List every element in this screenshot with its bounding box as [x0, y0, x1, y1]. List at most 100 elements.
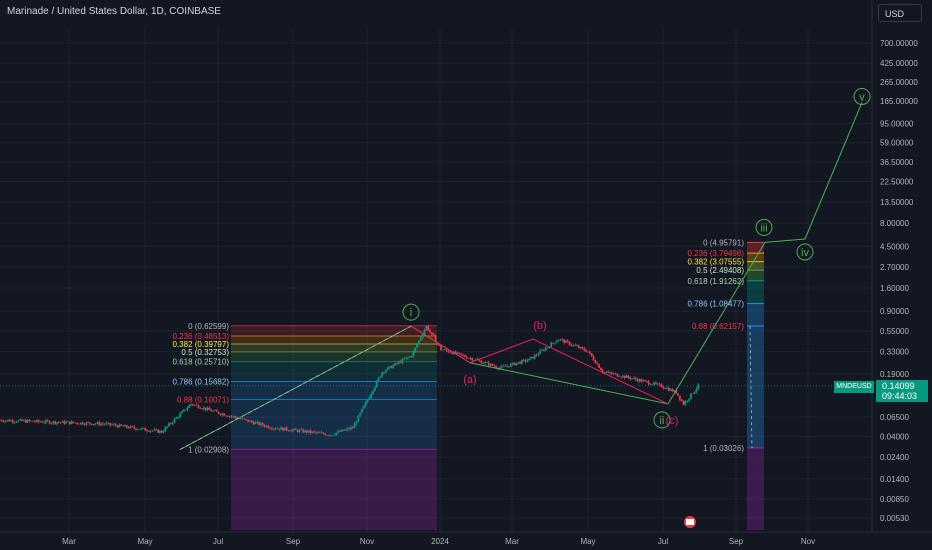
price-tick-label: 95.00000	[880, 119, 914, 128]
candle-body	[326, 435, 328, 436]
fib-label: 0.236 (3.79498)	[688, 249, 745, 258]
currency-button[interactable]: USD	[878, 4, 922, 22]
fib-label: 1 (0.02908)	[188, 445, 229, 454]
time-tick-label: Jul	[213, 537, 223, 546]
candle-body	[324, 433, 327, 436]
candle-body	[236, 417, 238, 419]
candle-body	[192, 404, 194, 406]
candle-body	[28, 419, 31, 421]
candle-body	[272, 428, 275, 430]
candle-body	[587, 351, 589, 353]
fib-label: 0.5 (2.49408)	[696, 266, 744, 275]
candle-body	[506, 365, 509, 367]
candle-body	[256, 422, 259, 423]
candle-body	[155, 429, 158, 431]
candle-body	[105, 423, 108, 425]
candle-body	[285, 427, 288, 431]
wave-label-circle	[653, 411, 671, 429]
wave-line-projection	[667, 102, 863, 405]
candle-body	[138, 429, 141, 430]
candle-body	[482, 363, 485, 364]
price-tick-label: 0.90000	[880, 307, 909, 316]
candle-body	[647, 381, 650, 385]
candle-body	[605, 372, 608, 373]
time-axis[interactable]: Mar May Jul Sep Nov 2024 Mar May Jul Sep Nov	[0, 531, 932, 546]
candle-body	[675, 390, 678, 394]
candle-body	[124, 425, 126, 427]
candle-body	[364, 402, 367, 406]
wave-line-correction	[410, 325, 669, 405]
time-tick-label: Sep	[286, 537, 301, 546]
candle-body	[649, 384, 652, 385]
candle-body	[2, 421, 5, 422]
trend-dashed-line	[179, 325, 412, 450]
candle-body	[265, 425, 268, 427]
candle-body	[414, 347, 417, 352]
candle-body	[289, 430, 292, 432]
candle-body	[127, 427, 130, 429]
candle-body	[636, 379, 639, 382]
candle-body	[669, 389, 672, 391]
candle-body	[70, 421, 73, 424]
candle-body	[554, 342, 556, 344]
candle-body	[92, 424, 95, 425]
candle-body	[206, 407, 209, 410]
candle-body	[478, 360, 481, 361]
candle-body	[261, 423, 264, 426]
candle-body	[316, 432, 319, 433]
price-tick-label: 0.01400	[880, 475, 909, 484]
candle-body	[250, 420, 253, 422]
candle-body	[405, 357, 407, 359]
candle-body	[528, 358, 531, 361]
time-tick-label: Mar	[505, 537, 519, 546]
candle-body	[298, 430, 301, 432]
wave-label-circle	[755, 218, 773, 236]
candle-body	[313, 431, 316, 433]
candle-body	[4, 420, 7, 422]
candle-body	[362, 405, 365, 409]
candle-body	[54, 421, 57, 424]
candle-body	[508, 365, 510, 367]
candle-body	[539, 350, 542, 354]
candle-body	[425, 325, 428, 331]
candle-body	[603, 372, 606, 373]
candle-body	[552, 342, 554, 344]
candle-body	[403, 358, 406, 360]
candle-body	[329, 435, 332, 436]
candle-body	[68, 421, 71, 424]
candle-body	[583, 348, 586, 351]
candle-body	[182, 409, 185, 412]
candle-body	[419, 337, 422, 341]
candle-body	[237, 418, 240, 420]
candle-body	[642, 380, 645, 382]
candle-body	[333, 434, 336, 436]
candle-body	[199, 408, 202, 409]
candle-body	[164, 427, 167, 432]
candle-body	[447, 350, 450, 353]
price-tick-label: 8.00000	[880, 219, 909, 228]
candle-body	[267, 425, 270, 428]
candle-body	[78, 423, 80, 425]
candle-body	[146, 430, 148, 432]
candle-body	[89, 422, 91, 424]
price-badge: 0.14099 09:44:03	[876, 380, 928, 402]
candle-body	[337, 431, 339, 433]
candle-body	[697, 384, 700, 390]
candle-body	[489, 363, 492, 366]
candle-body	[74, 422, 77, 424]
candle-body	[572, 344, 575, 346]
price-tick-label: 0.00850	[880, 495, 909, 504]
fib-label: 0.236 (0.48513)	[173, 332, 230, 341]
candle-body	[691, 393, 694, 395]
candle-body	[370, 393, 373, 398]
candle-body	[397, 361, 400, 364]
price-axis[interactable]: 700.00000 425.00000 265.00000 165.00000 95.0…	[871, 0, 932, 550]
candle-body	[157, 429, 159, 433]
fib-extension-zone	[231, 449, 437, 530]
candle-body	[90, 423, 93, 425]
candle-body	[45, 420, 47, 423]
fib-zone	[231, 336, 437, 345]
candle-body	[423, 330, 426, 335]
